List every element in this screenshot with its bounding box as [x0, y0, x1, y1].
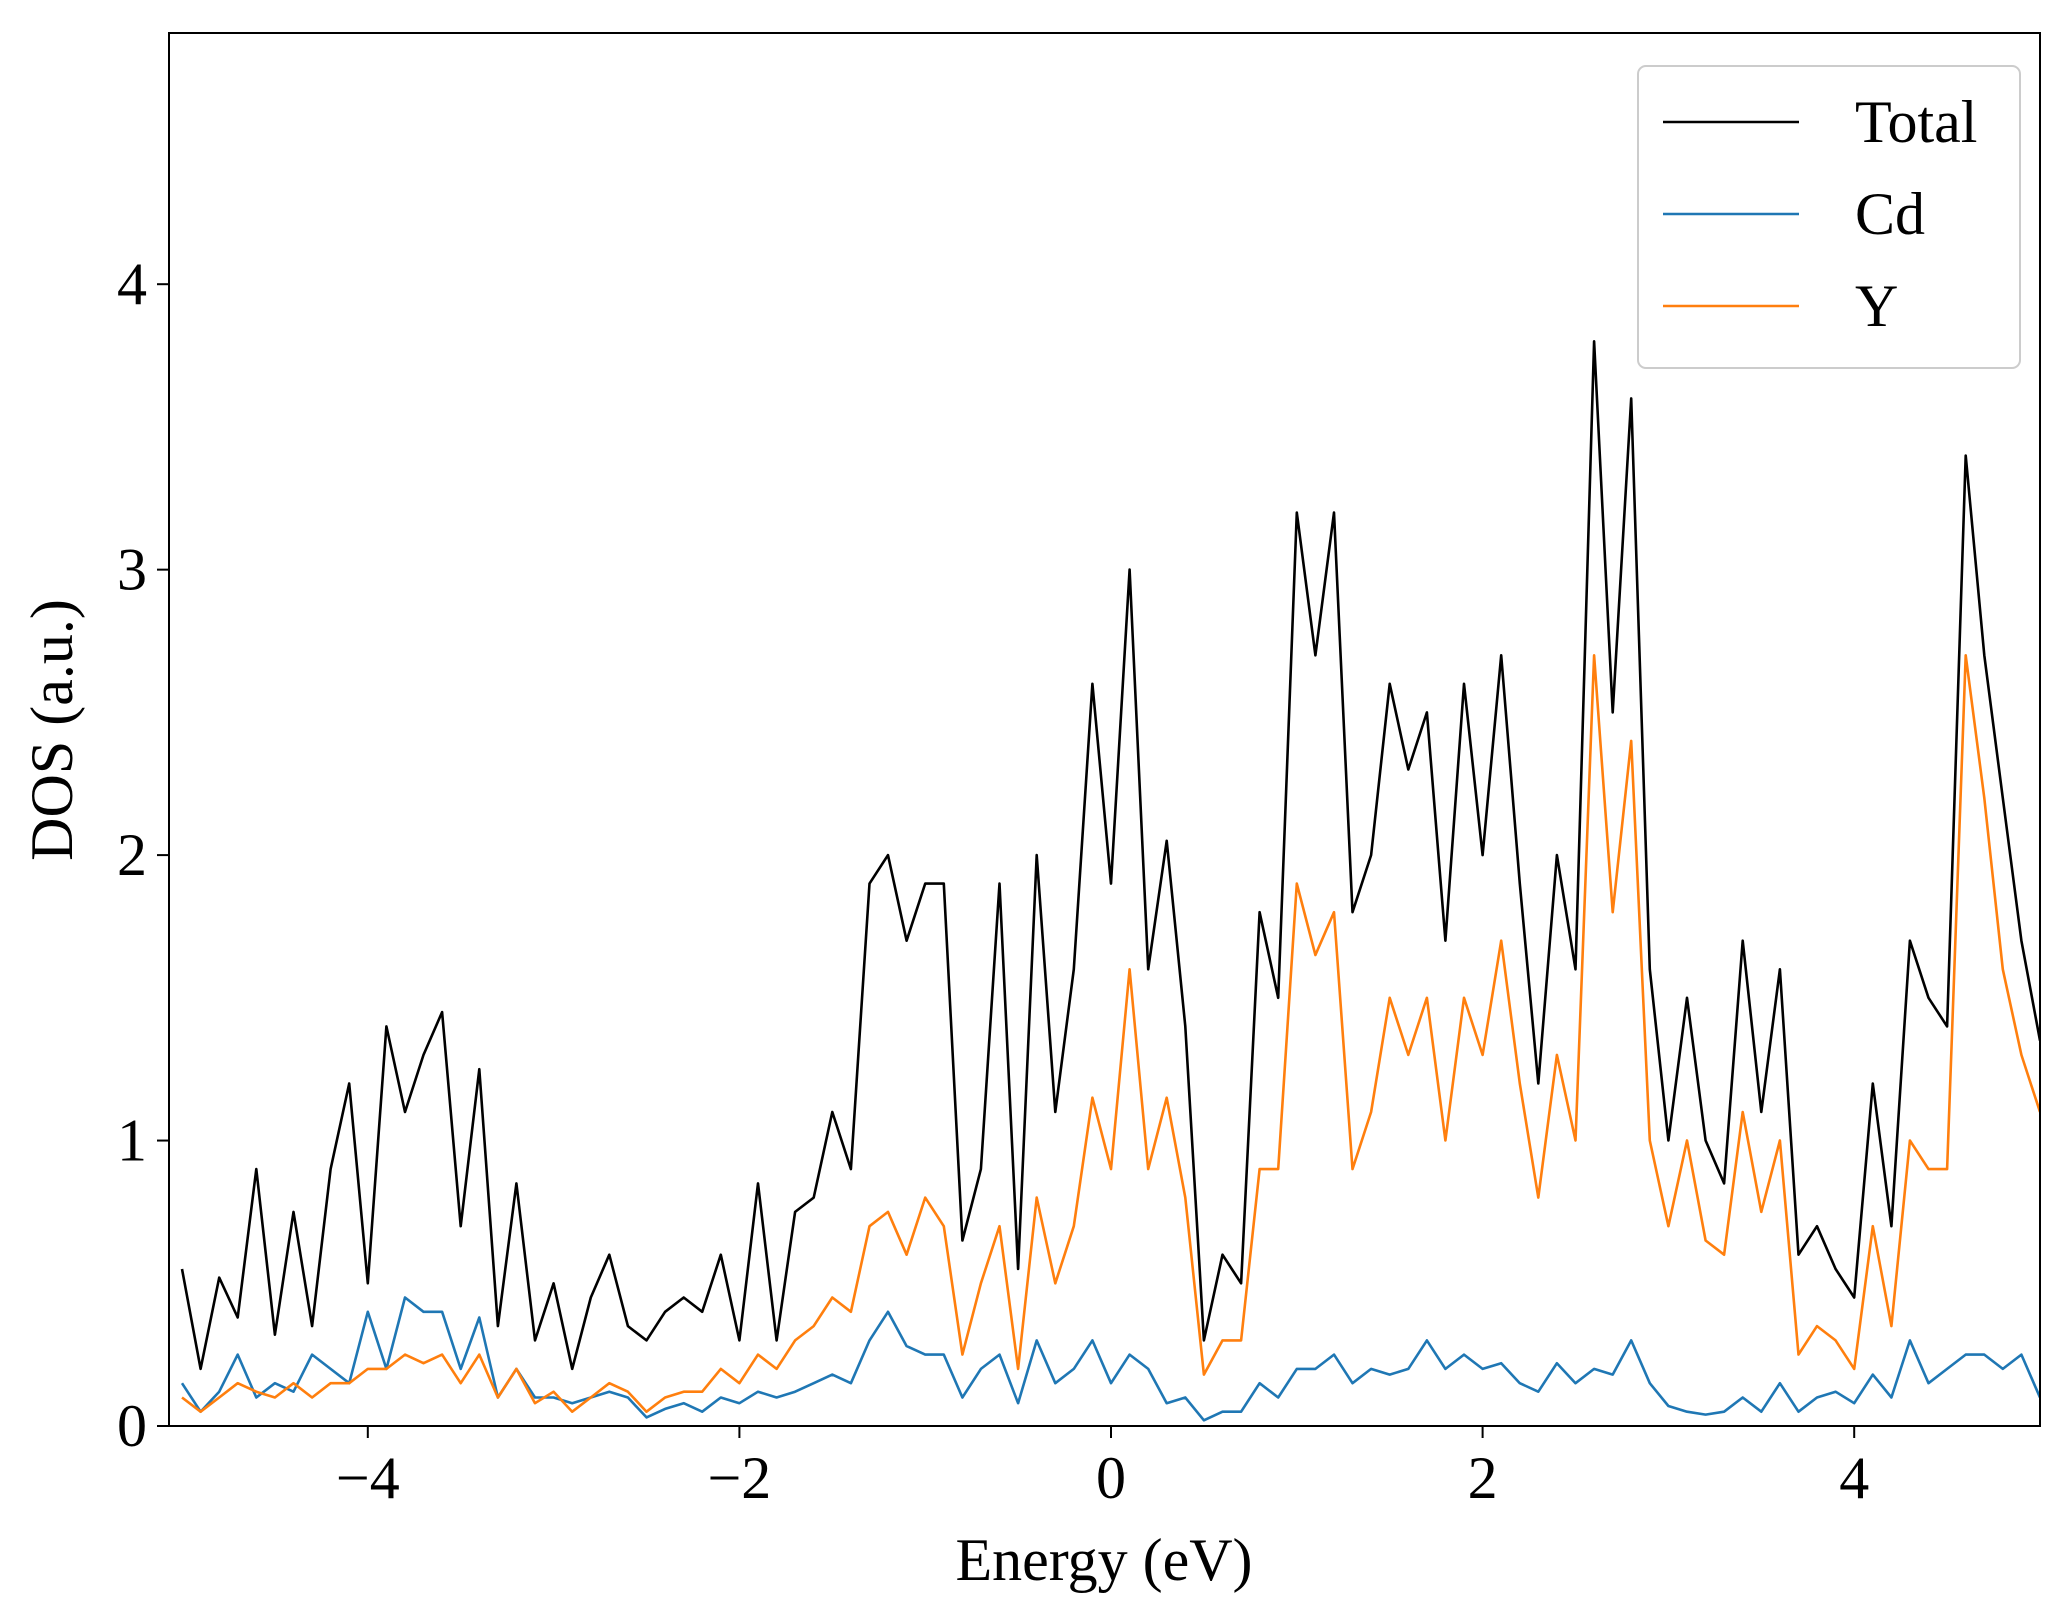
y-tick-label: 4 [117, 251, 147, 317]
x-tick-label: 0 [1096, 1445, 1126, 1511]
x-tick-label: 2 [1468, 1445, 1498, 1511]
y-tick-label: 1 [117, 1108, 147, 1174]
x-tick-label: −4 [336, 1445, 400, 1511]
x-tick-label: 4 [1839, 1445, 1869, 1511]
plot-frame [168, 32, 2041, 1427]
y-tick-label: 2 [117, 822, 147, 888]
legend-label: Y [1855, 273, 1898, 339]
y-tick-label: 3 [117, 537, 147, 603]
y-tick-label: 0 [117, 1393, 147, 1459]
x-tick-label: −2 [707, 1445, 771, 1511]
legend-label: Total [1855, 89, 1977, 155]
x-axis-label: Energy (eV) [955, 1527, 1252, 1593]
y-axis-label: DOS (a.u.) [19, 599, 85, 861]
series-line [180, 340, 2040, 1371]
series-line [181, 654, 2040, 1413]
legend-box [1637, 65, 2021, 369]
series-line [180, 1296, 2040, 1422]
legend-label: Cd [1855, 181, 1925, 247]
